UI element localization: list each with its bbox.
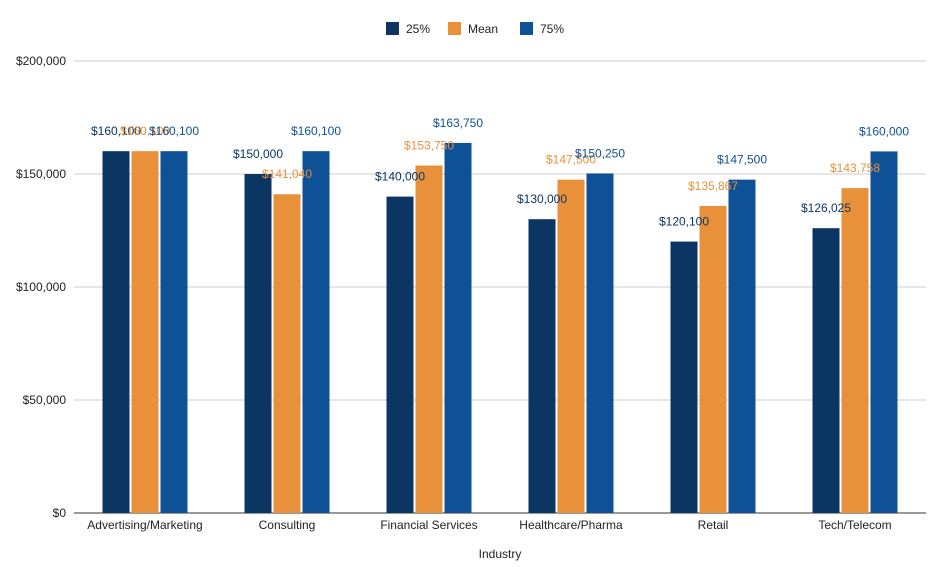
bar [728,179,756,513]
data-label: $135,867 [688,179,738,193]
data-label: $120,100 [659,215,709,229]
bar [870,151,898,513]
data-label: $141,040 [262,167,312,181]
x-tick-label: Advertising/Marketing [87,518,202,532]
bar [386,196,414,513]
legend-label: 75% [540,22,564,36]
data-label: $126,025 [801,201,851,215]
bar [415,165,443,513]
bar [131,151,159,513]
bar [273,194,301,513]
y-tick-label: $100,000 [16,280,66,294]
x-axis-title: Industry [479,547,522,561]
data-label: $140,000 [375,170,425,184]
data-label: $130,000 [517,192,567,206]
data-label: $160,100 [91,124,141,138]
data-label: $160,100 [291,124,341,138]
bar [444,142,472,514]
bar [102,151,130,513]
y-tick-label: $150,000 [16,167,66,181]
data-label: $160,100 [149,124,199,138]
gridlines [74,60,926,514]
bar [302,151,330,513]
legend-swatch [386,22,399,35]
legend: 25% Mean 75% [386,22,564,36]
x-tick-label: Financial Services [380,518,477,532]
data-label: $160,100 [120,124,170,138]
bar [586,173,614,513]
data-labels: $160,100$160,100$160,100$150,000$141,040… [91,116,909,229]
data-label: $153,750 [404,139,454,153]
legend-label: 25% [406,22,430,36]
bar [699,205,727,513]
bar [557,179,585,513]
bar [244,174,272,513]
data-label: $160,000 [859,124,909,138]
y-tick-label: $50,000 [23,393,67,407]
bar [528,219,556,513]
data-label: $147,500 [546,153,596,167]
data-label: $150,250 [575,146,625,160]
legend-label: Mean [468,22,498,36]
bar [812,228,840,513]
legend-swatch [520,22,533,35]
data-label: $143,758 [830,161,880,175]
legend-swatch [448,22,461,35]
x-tick-label: Healthcare/Pharma [519,518,623,532]
x-tick-label: Consulting [259,518,316,532]
data-label: $147,500 [717,153,767,167]
y-axis: $0 $50,000 $100,000 $150,000 $200,000 [16,54,66,520]
bar [160,151,188,513]
data-label: $163,750 [433,116,483,130]
bar [841,188,869,513]
data-label: $150,000 [233,147,283,161]
bars [102,142,898,514]
y-tick-label: $200,000 [16,54,66,68]
x-tick-label: Retail [698,518,729,532]
bar [670,241,698,513]
x-tick-label: Tech/Telecom [818,518,891,532]
y-tick-label: $0 [53,506,67,520]
x-axis: Advertising/Marketing Consulting Financial… [87,518,891,532]
